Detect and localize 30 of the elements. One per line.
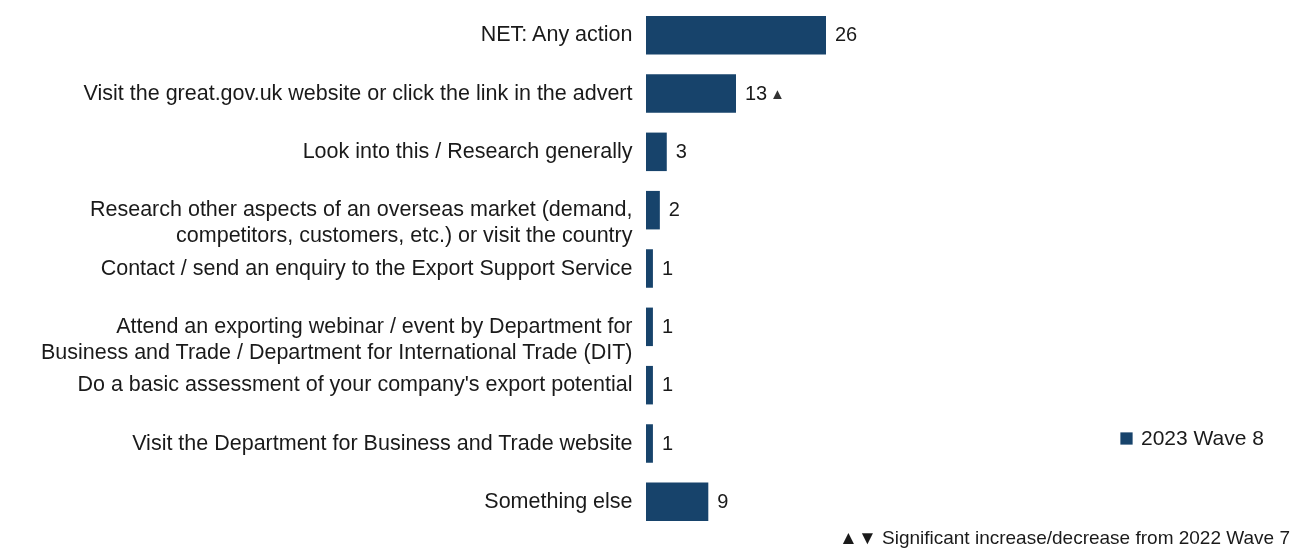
y-tick-label: Visit the Department for Business and Trade website: [132, 430, 633, 455]
data-label: 9: [717, 489, 729, 512]
bar: [646, 365, 653, 405]
bar: [646, 307, 653, 347]
bar: [646, 482, 709, 522]
y-tick-label: Research other aspects of an overseas market (demand, competitors, customers, etc.) or visit the country: [89, 197, 633, 248]
y-tick-label: NET: Any action: [480, 22, 633, 47]
text: ▲▼ Significant increase/decrease from 2022 Wave 7: [839, 527, 1290, 548]
data-label: 3: [675, 139, 687, 162]
data-label: 13: [745, 81, 768, 104]
bar: [646, 424, 653, 463]
bar: [646, 74, 736, 113]
y-tick-label: Something else: [484, 488, 633, 513]
y-tick-label: Look into this / Research generally: [302, 138, 633, 163]
annotation: ▲: [770, 84, 785, 102]
data-label: 1: [661, 314, 674, 337]
bar: [646, 249, 653, 288]
bar: [646, 132, 667, 172]
bar: [646, 15, 826, 55]
y-tick-label: Contact / send an enquiry to the Export Support Service: [100, 255, 633, 280]
data-label: 2: [668, 198, 680, 221]
data-label: 1: [661, 431, 674, 454]
data-label: 1: [661, 256, 674, 279]
bar: [646, 190, 660, 230]
y-tick-label: Attend an exporting webinar / event by Department for Business and Trade / Department for International Trade (DIT): [40, 313, 633, 364]
y-tick-label: Do a basic assessment of your company's export potential: [77, 372, 633, 397]
legend-label: 2023 Wave 8: [1141, 425, 1264, 449]
data-label: 1: [661, 373, 674, 396]
data-label: 26: [835, 23, 858, 46]
y-tick-label: Visit the great.gov.uk website or click the link in the advert: [83, 80, 633, 105]
